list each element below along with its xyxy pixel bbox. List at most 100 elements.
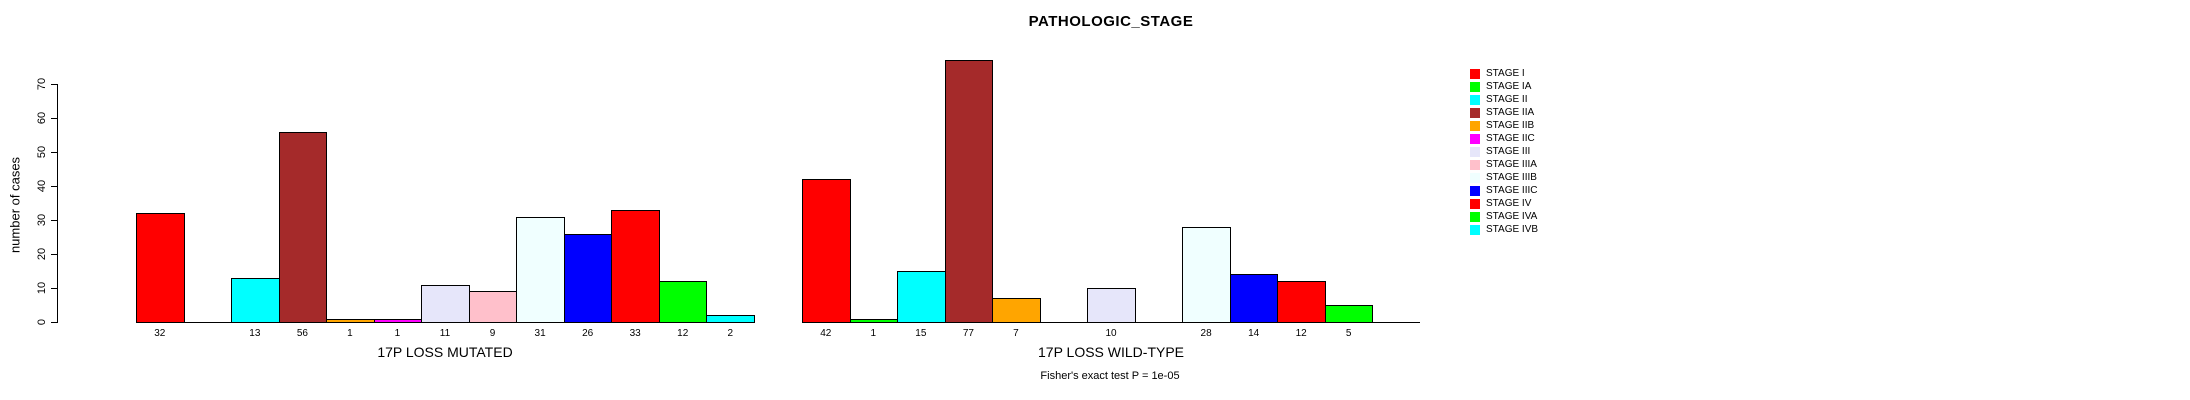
- y-axis-tick-label: 10: [36, 281, 48, 295]
- legend-item: STAGE IV: [1470, 197, 1531, 210]
- bar-value-label: 10: [1105, 328, 1117, 339]
- legend-label: STAGE IIIB: [1486, 172, 1537, 183]
- legend-color-swatch: [1470, 68, 1480, 79]
- chart-bar-stage-iv: [611, 209, 660, 323]
- legend-color-swatch: [1470, 94, 1480, 105]
- chart-bar-stage-iiib: [516, 216, 565, 323]
- y-axis-tick: [51, 288, 57, 289]
- chart-bar-stage-iva: [1324, 305, 1374, 323]
- legend-color-swatch: [1470, 120, 1480, 131]
- y-axis-tick: [51, 254, 57, 255]
- legend-item: STAGE IVA: [1470, 210, 1537, 223]
- legend-item: STAGE IIB: [1470, 119, 1534, 132]
- legend-item: STAGE III: [1470, 145, 1530, 158]
- bar-value-label: 9: [489, 328, 496, 339]
- legend-item: STAGE II: [1470, 93, 1528, 106]
- chart-bar-stage-ii: [897, 271, 946, 323]
- legend-label: STAGE IV: [1486, 198, 1532, 209]
- chart-bar-stage-i: [802, 179, 851, 323]
- y-axis-tick: [51, 84, 57, 85]
- chart-bar-stage-ivb: [706, 315, 755, 323]
- chart-bar-stage-iii: [421, 284, 470, 323]
- legend-color-swatch: [1470, 133, 1480, 144]
- y-axis-tick-label: 20: [36, 247, 48, 261]
- legend-label: STAGE IIIA: [1486, 159, 1537, 170]
- bar-value-label: 42: [820, 328, 832, 339]
- legend-color-swatch: [1470, 172, 1480, 183]
- legend-color-swatch: [1470, 107, 1480, 118]
- bar-value-label: 7: [1013, 328, 1019, 339]
- legend-label: STAGE IIIC: [1486, 185, 1538, 196]
- legend-color-swatch: [1470, 159, 1480, 170]
- y-axis-tick: [51, 186, 57, 187]
- bar-value-label: 56: [296, 328, 308, 339]
- bar-value-label: 26: [582, 328, 594, 339]
- bar-value-label: 1: [394, 328, 401, 339]
- y-axis-tick-label: 50: [36, 145, 48, 159]
- bar-value-label: 1: [347, 328, 353, 339]
- legend-item: STAGE IA: [1470, 80, 1531, 93]
- y-axis-tick-label: 60: [36, 111, 48, 125]
- legend-color-swatch: [1470, 146, 1480, 157]
- bar-value-label: 77: [962, 328, 974, 339]
- y-axis-title: number of cases: [7, 156, 23, 254]
- bar-value-label: 13: [249, 328, 261, 339]
- y-axis-tick: [51, 118, 57, 119]
- legend-color-swatch: [1470, 198, 1480, 209]
- bar-value-label: 11: [439, 328, 451, 339]
- legend-label: STAGE IIB: [1486, 120, 1535, 131]
- legend-item: STAGE IIIA: [1470, 158, 1537, 171]
- bar-value-label: 32: [154, 328, 166, 339]
- bar-value-label: 33: [629, 328, 641, 339]
- legend-label: STAGE III: [1486, 146, 1531, 157]
- legend-item: STAGE IVB: [1470, 223, 1538, 236]
- legend-label: STAGE IVB: [1486, 224, 1539, 235]
- y-axis-tick: [51, 152, 57, 153]
- y-axis-tick: [51, 322, 57, 323]
- chart-bar-stage-iib: [326, 318, 375, 323]
- legend-label: STAGE IA: [1486, 81, 1532, 92]
- bar-value-label: 2: [727, 328, 734, 339]
- chart-bar-stage-iva: [658, 281, 708, 323]
- y-axis-tick-label: 30: [36, 213, 48, 227]
- legend-color-swatch: [1470, 185, 1480, 196]
- chart-bar-stage-ia: [849, 318, 899, 323]
- legend-item: STAGE I: [1470, 67, 1525, 80]
- legend-item: STAGE IIA: [1470, 106, 1534, 119]
- legend-label: STAGE IIA: [1486, 107, 1535, 118]
- y-axis-tick-label: 70: [36, 77, 48, 91]
- legend-item: STAGE IIIB: [1470, 171, 1537, 184]
- bar-value-label: 5: [1345, 328, 1352, 339]
- legend-label: STAGE IVA: [1486, 211, 1538, 222]
- legend-color-swatch: [1470, 211, 1480, 222]
- chart-bar-stage-iiic: [1229, 274, 1279, 323]
- chart-bar-stage-iia: [278, 131, 328, 323]
- chart-bar-stage-iib: [992, 298, 1041, 323]
- legend-label: STAGE II: [1486, 94, 1528, 105]
- chart-bar-stage-ii: [231, 277, 280, 323]
- x-axis-label-wild-type: 17P LOSS WILD-TYPE: [1037, 344, 1185, 360]
- legend-color-swatch: [1470, 81, 1480, 92]
- chart-bar-stage-iiia: [468, 291, 518, 323]
- y-axis-tick-label: 40: [36, 179, 48, 193]
- chart-bar-stage-iv: [1277, 281, 1326, 323]
- chart-bar-stage-iiib: [1182, 226, 1231, 323]
- y-axis-line: [57, 84, 58, 323]
- bar-value-label: 12: [677, 328, 689, 339]
- legend-item: STAGE IIIC: [1470, 184, 1538, 197]
- chart-title: PATHOLOGIC_STAGE: [1028, 13, 1194, 30]
- legend-label: STAGE I: [1486, 68, 1525, 79]
- bar-value-label: 28: [1200, 328, 1212, 339]
- bar-value-label: 12: [1295, 328, 1307, 339]
- legend-label: STAGE IIC: [1486, 133, 1535, 144]
- chart-bar-stage-iiic: [563, 233, 613, 323]
- bar-value-label: 31: [534, 328, 546, 339]
- legend-item: STAGE IIC: [1470, 132, 1535, 145]
- legend-color-swatch: [1470, 224, 1480, 235]
- bar-value-label: 1: [870, 328, 877, 339]
- chart-bar-stage-iic: [373, 318, 423, 323]
- chart-bar-stage-i: [136, 213, 185, 323]
- y-axis-tick-label: 0: [36, 318, 48, 326]
- bar-value-label: 14: [1248, 328, 1260, 339]
